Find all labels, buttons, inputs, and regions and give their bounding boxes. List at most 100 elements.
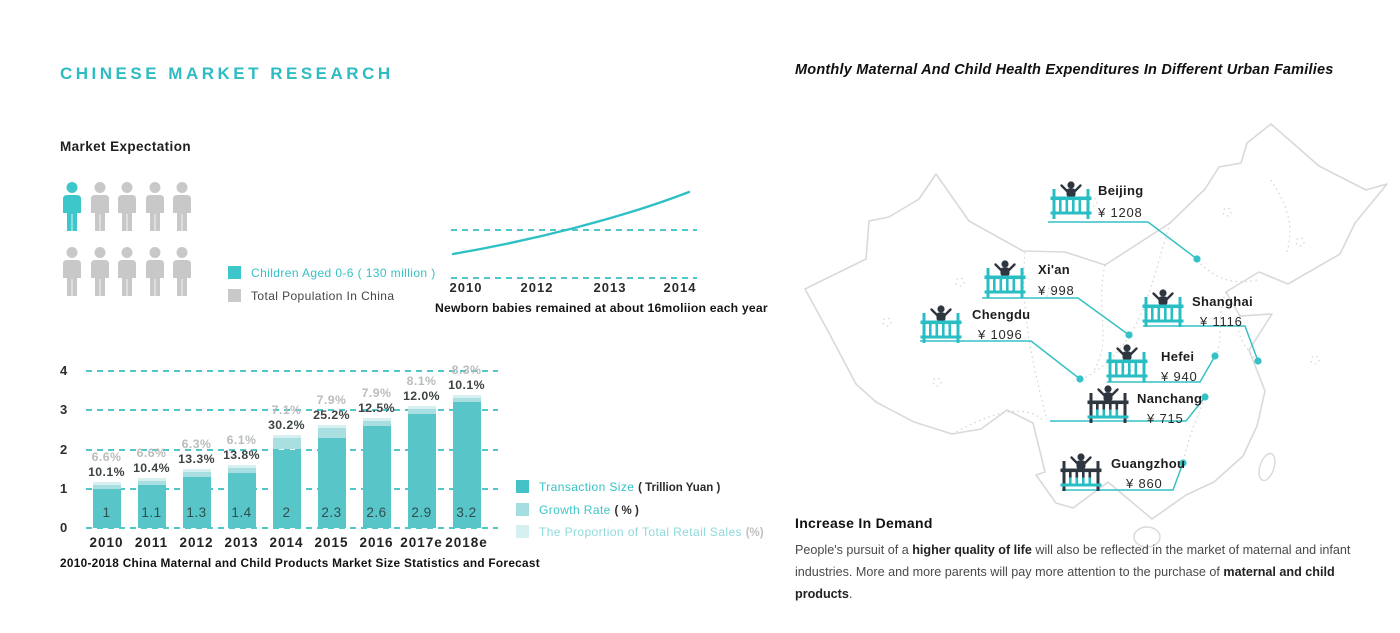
bar-segment-proportion xyxy=(452,395,481,399)
page-title: CHINESE MARKET RESEARCH xyxy=(60,64,394,83)
city-name-label: Hefei xyxy=(1161,349,1195,364)
city-crib-hefei xyxy=(1104,343,1150,390)
bar-value-label: 1 xyxy=(102,505,111,520)
person-icon xyxy=(145,247,164,296)
proportion-label: 7.1% xyxy=(271,402,302,417)
market-size-bar-chart: 4 3 2 1 0 6.6% 10.1% 1 2010 6.6% 10.4% 1.1 2011 6.3% 1… xyxy=(58,352,523,577)
city-location-dot xyxy=(1076,375,1084,383)
bar-segment-proportion xyxy=(272,434,301,438)
x-axis-category: 2018e xyxy=(445,535,488,550)
legend-suffix: ( % ) xyxy=(614,504,639,517)
y-axis-tick: 1 xyxy=(60,480,68,496)
callout-line xyxy=(1048,221,1198,260)
bar-segment-growth xyxy=(407,409,436,415)
legend-label: Transaction Size xyxy=(539,480,639,494)
bar-segment-transaction xyxy=(317,437,346,528)
person-icon xyxy=(118,247,136,296)
bar-segment-growth xyxy=(92,484,121,489)
china-border-outline xyxy=(804,123,1388,520)
bar-chart-caption: 2010-2018 China Maternal and Child Produ… xyxy=(60,556,540,570)
newborn-line-chart: 2010 2012 2013 2014 Newborn babies remained… xyxy=(435,175,768,320)
city-crib-xi'an xyxy=(982,259,1028,306)
bar-segment-growth xyxy=(272,437,301,450)
person-icon-population xyxy=(115,247,139,296)
growth-rate-label: 13.8% xyxy=(223,448,260,463)
person-icon xyxy=(90,182,109,231)
city-name-label: Nanchang xyxy=(1137,391,1203,406)
city-location-dot xyxy=(1211,352,1219,360)
person-icon-children xyxy=(60,182,84,231)
y-axis-tick: 4 xyxy=(60,363,68,378)
person-icon xyxy=(63,247,81,296)
person-icon-population xyxy=(60,247,84,296)
y-axis-tick: 3 xyxy=(60,402,68,418)
growth-rate-label: 10.1% xyxy=(88,465,125,480)
bar-value-label: 1.4 xyxy=(231,505,252,520)
legend-label: Children Aged 0-6 ( 130 million ) xyxy=(251,266,436,280)
bar-legend-item: The Proportion of Total Retail Sales (%) xyxy=(516,525,764,539)
x-axis-category: 2013 xyxy=(224,535,259,550)
legend-suffix: (%) xyxy=(745,527,764,539)
x-axis-category: 2010 xyxy=(89,535,124,550)
population-pictogram xyxy=(60,182,210,302)
city-name-label: Shanghai xyxy=(1192,294,1253,309)
legend-label: Growth Rate xyxy=(539,502,615,517)
crib-icon xyxy=(984,260,1026,298)
x-axis-category: 2012 xyxy=(179,535,214,550)
crib-icon xyxy=(1050,181,1092,219)
city-location-dot xyxy=(1179,459,1187,467)
city-expenditure-value: ¥ 1116 xyxy=(1200,314,1243,329)
city-name-label: Chengdu xyxy=(972,307,1031,322)
bar-value-label: 2.6 xyxy=(366,505,387,520)
growth-rate-label: 10.4% xyxy=(133,461,170,476)
bar-segment-transaction xyxy=(362,425,391,528)
person-icon xyxy=(118,182,136,231)
bar-segment-transaction xyxy=(407,414,436,528)
person-icon xyxy=(173,182,191,231)
bar-segment-transaction xyxy=(452,402,481,528)
demand-text-segment: will also be reflected in the market of … xyxy=(795,543,1351,579)
city-expenditure-value: ¥ 940 xyxy=(1161,369,1198,384)
bar-segment-proportion xyxy=(92,482,121,485)
city-location-dot xyxy=(1193,255,1201,263)
x-axis-category: 2015 xyxy=(314,535,349,550)
growth-rate-label: 25.2% xyxy=(313,407,350,422)
person-icon xyxy=(90,247,109,296)
legend-swatch xyxy=(228,289,241,302)
city-location-dot xyxy=(1254,357,1262,365)
bar-value-label: 2.3 xyxy=(321,505,342,520)
bar-gridline xyxy=(86,409,498,412)
proportion-label: 6.6% xyxy=(136,446,167,461)
increase-demand-paragraph: People's pursuit of a higher quality of … xyxy=(795,539,1377,605)
person-icon-population xyxy=(170,182,194,231)
bar-segment-proportion xyxy=(407,406,436,410)
proportion-label: 7.9% xyxy=(361,385,392,400)
bar-value-label: 2.9 xyxy=(411,505,432,520)
person-icon xyxy=(63,182,81,231)
person-icon xyxy=(145,182,164,231)
bar-segment-transaction xyxy=(182,476,211,528)
line-chart-x-tick: 2012 xyxy=(520,280,554,295)
callout-line xyxy=(1143,325,1259,362)
bar-segment-growth xyxy=(227,467,256,474)
population-legend: Children Aged 0-6 ( 130 million ) Total P… xyxy=(228,266,448,316)
city-expenditure-value: ¥ 998 xyxy=(1038,283,1075,298)
crib-icon xyxy=(1142,289,1184,327)
demand-text-segment: People's pursuit of a xyxy=(795,543,913,557)
line-chart-x-tick: 2014 xyxy=(663,280,697,295)
legend-label: Total Population In China xyxy=(251,289,395,303)
person-icon-population xyxy=(143,247,167,296)
bar-segment-growth xyxy=(137,480,166,485)
province-borders xyxy=(882,179,1320,465)
x-axis-category: 2014 xyxy=(269,535,304,550)
newborn-trend-line xyxy=(451,190,691,256)
crib-icon xyxy=(1060,453,1102,491)
demand-text-segment: . xyxy=(848,587,853,601)
legend-swatch xyxy=(516,480,529,493)
bar-value-label: 3.2 xyxy=(456,505,477,520)
increase-demand-heading: Increase In Demand xyxy=(795,515,933,531)
x-axis-category: 2017e xyxy=(400,535,443,550)
proportion-label: 6.6% xyxy=(91,450,122,465)
legend-swatch xyxy=(516,502,529,516)
